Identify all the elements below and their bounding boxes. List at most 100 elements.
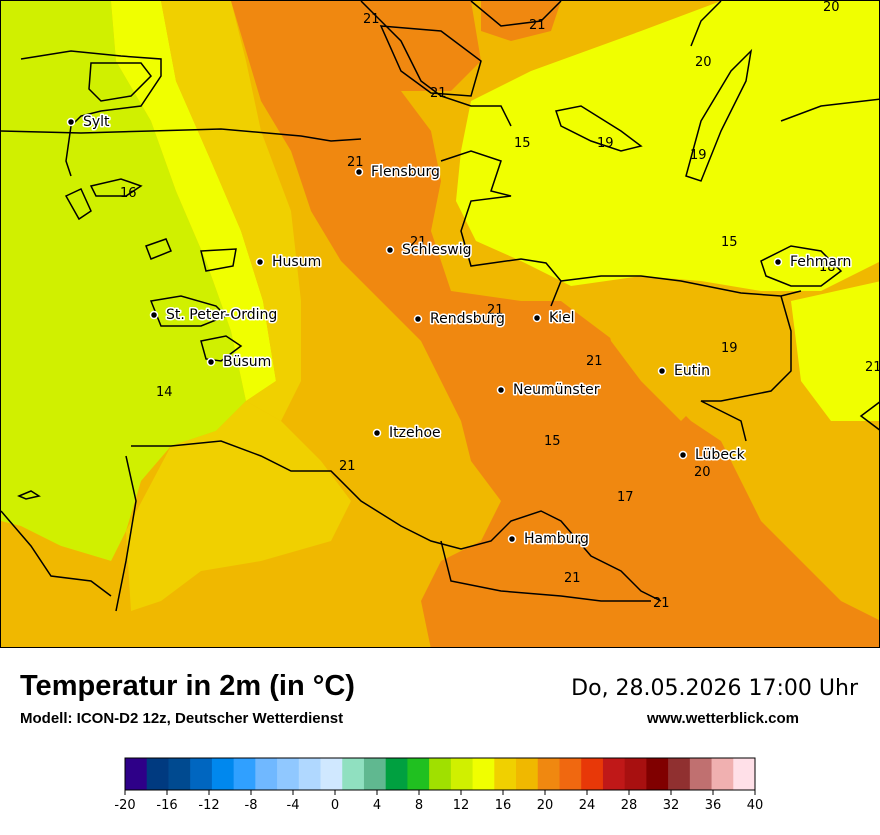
isotherm-label: 20 xyxy=(694,465,711,480)
zone-21-north xyxy=(481,1,561,41)
model-subtitle: Modell: ICON-D2 12z, Deutscher Wetterdie… xyxy=(20,710,344,727)
legend-swatch xyxy=(342,758,365,790)
legend-swatch xyxy=(559,758,582,790)
city-label: Büsum xyxy=(223,354,271,370)
isotherm-label: 18 xyxy=(819,260,836,275)
legend-tick-label: -4 xyxy=(287,798,300,813)
pellworm-island xyxy=(145,238,172,260)
city-dot[interactable] xyxy=(773,257,783,267)
city-dot[interactable] xyxy=(66,117,76,127)
city-label: Hamburg xyxy=(524,531,589,547)
city-dot[interactable] xyxy=(385,245,395,255)
legend-swatch xyxy=(537,758,560,790)
eiderstedt-coast xyxy=(149,295,228,327)
city-dot[interactable] xyxy=(372,428,382,438)
legend-swatch xyxy=(733,758,756,790)
legend-swatch xyxy=(516,758,539,790)
legend-swatch xyxy=(320,758,343,790)
legend-tick-label: 36 xyxy=(705,798,722,813)
elbe-mouth-west xyxy=(115,455,137,612)
isotherm-label: 20 xyxy=(823,1,840,15)
legend-swatch xyxy=(646,758,669,790)
temperature-map[interactable]: 21 21 20 20 21 15 19 19 21 16 21 15 18 21 21 19 14 21 15 21… xyxy=(0,0,880,648)
zone-15-east xyxy=(791,281,879,421)
isotherm-label: 21 xyxy=(363,12,380,27)
city-dot[interactable] xyxy=(255,257,265,267)
isotherm-labels: 21 21 20 20 21 15 19 19 21 16 21 15 18 21 21 19 14 21 15 21… xyxy=(120,1,879,611)
zone-14 xyxy=(1,1,246,561)
legend-tick-label: 12 xyxy=(453,798,470,813)
sylt-lagoon xyxy=(88,62,152,102)
city-dot[interactable] xyxy=(206,357,216,367)
city-dot[interactable] xyxy=(496,385,506,395)
city-label: Kiel xyxy=(549,310,575,326)
legend-swatch xyxy=(429,758,452,790)
isotherm-label: 14 xyxy=(156,385,173,400)
isotherm-label: 21 xyxy=(529,18,546,33)
isotherm-label: 16 xyxy=(120,186,137,201)
city-dot[interactable] xyxy=(413,314,423,324)
legend-tick-label: 4 xyxy=(373,798,381,813)
city-dot[interactable] xyxy=(678,450,688,460)
legend-swatch xyxy=(190,758,213,790)
city-dot[interactable] xyxy=(149,310,159,320)
isotherm-label: 19 xyxy=(690,148,707,163)
cuxhaven-coast xyxy=(1,510,112,597)
helgoland-island xyxy=(17,490,41,500)
map-title: Temperatur in 2m (in °C) xyxy=(20,670,355,702)
fjord-inner xyxy=(379,25,482,97)
website-link[interactable]: www.wetterblick.com xyxy=(647,710,799,727)
city-dot[interactable] xyxy=(657,366,667,376)
amrum-island xyxy=(64,188,92,221)
city-dot[interactable] xyxy=(507,534,517,544)
isotherm-label: 21 xyxy=(487,303,504,318)
legend-tick-label: -8 xyxy=(245,798,258,813)
city-label: Sylt xyxy=(83,114,110,130)
isotherm-label: 15 xyxy=(514,136,531,151)
isotherm-label: 19 xyxy=(721,341,738,356)
zone-15-baltic xyxy=(456,1,879,291)
color-legend: -20 -16 -12 -8 -4 0 4 8 12 16 20 24 28 32 36 40 xyxy=(0,750,880,830)
city-dot[interactable] xyxy=(532,313,542,323)
city-dot[interactable] xyxy=(354,167,364,177)
funen-coast xyxy=(690,1,722,47)
isotherm-label: 15 xyxy=(544,434,561,449)
legend-tick-label: -20 xyxy=(114,798,135,813)
isotherm-label: 15 xyxy=(721,235,738,250)
zone-19-eutin xyxy=(601,301,721,421)
legend-tick-label: 32 xyxy=(663,798,680,813)
city-markers: Sylt Flensburg Husum Schleswig Fehmarn St. Pe… xyxy=(66,113,853,549)
buesum-coast xyxy=(200,335,243,362)
forecast-datetime: Do, 28.05.2026 17:00 Uhr xyxy=(571,676,858,701)
legend-scale: -20 -16 -12 -8 -4 0 4 8 12 16 20 24 28 32 36 40 xyxy=(114,757,763,813)
isotherm-label: 20 xyxy=(695,55,712,70)
legend-swatch xyxy=(277,758,300,790)
legend-tick-label: 28 xyxy=(621,798,638,813)
sylt-coast xyxy=(20,50,162,177)
legend-swatch xyxy=(689,758,713,790)
border-line xyxy=(1,128,362,142)
legend-swatch xyxy=(168,758,191,790)
city-label: Itzehoe xyxy=(389,425,441,441)
legend-swatch xyxy=(211,758,235,790)
legend-swatch xyxy=(624,758,647,790)
legend-tick-label: 16 xyxy=(495,798,512,813)
legend-swatch xyxy=(711,758,734,790)
legend-swatch xyxy=(125,758,148,790)
city-label: St. Peter-Ording xyxy=(166,307,277,323)
isotherm-label: 21 xyxy=(430,86,447,101)
legend-tick-label: 8 xyxy=(415,798,423,813)
isotherm-label: 21 xyxy=(564,571,581,586)
legend-swatch xyxy=(363,758,387,790)
legend-swatch xyxy=(450,758,474,790)
als-coast xyxy=(470,1,562,27)
legend-swatch xyxy=(668,758,691,790)
legend-swatch xyxy=(602,758,626,790)
zone-17-west xyxy=(161,1,301,421)
legend-swatch xyxy=(407,758,430,790)
city-label: Lübeck xyxy=(695,447,746,463)
city-label: Neumünster xyxy=(513,382,600,398)
fehmarn-island xyxy=(760,245,843,287)
zone-21 xyxy=(231,1,879,647)
isotherm-label: 21 xyxy=(339,459,356,474)
